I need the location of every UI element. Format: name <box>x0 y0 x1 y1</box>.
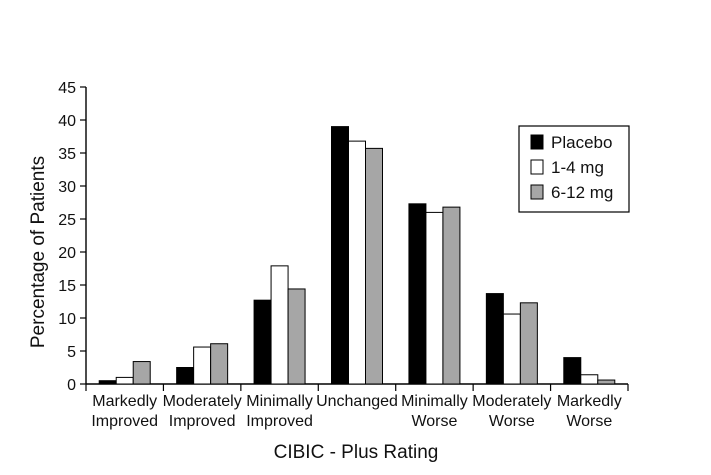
bar-1-4-mg-1 <box>193 346 212 385</box>
bar-6-12-mg-1 <box>210 343 229 385</box>
bar-6-12-mg-2 <box>287 288 306 385</box>
bar-1-4-mg-0 <box>115 376 134 385</box>
bar-1-4-mg-4 <box>425 211 444 385</box>
legend-swatch <box>530 159 544 175</box>
legend-swatch <box>530 184 544 200</box>
bar-placebo-3 <box>331 126 349 385</box>
x-category-label: Worse <box>411 413 457 430</box>
y-tick-label: 45 <box>58 80 76 97</box>
bar-6-12-mg-6 <box>597 379 616 385</box>
bar-placebo-0 <box>98 380 117 385</box>
bar-1-4-mg-2 <box>270 265 289 385</box>
bar-1-4-mg-3 <box>348 140 366 385</box>
y-tick-label: 15 <box>58 278 76 295</box>
y-tick-label: 5 <box>67 344 76 361</box>
x-category-label: Worse <box>566 413 612 430</box>
x-category-label: Moderately <box>163 393 242 410</box>
y-axis-title: Percentage of Patients <box>28 156 49 348</box>
y-tick-label: 30 <box>58 179 76 196</box>
y-tick-label: 0 <box>67 377 76 394</box>
x-category-label: Unchanged <box>316 393 398 410</box>
legend-label: 6-12 mg <box>551 183 613 202</box>
bar-1-4-mg-5 <box>502 313 521 385</box>
x-category-label: Minimally <box>246 393 313 410</box>
legend-label: Placebo <box>551 133 612 152</box>
bar-placebo-6 <box>563 357 582 385</box>
y-tick-label: 20 <box>58 245 76 262</box>
legend-swatch <box>530 134 544 150</box>
x-axis-title: CIBIC - Plus Rating <box>274 442 439 463</box>
bar-placebo-1 <box>176 367 195 385</box>
bar-6-12-mg-3 <box>365 147 383 385</box>
bar-1-4-mg-6 <box>580 374 599 385</box>
category-labels: MarkedlyImprovedModeratelyImprovedMinima… <box>91 393 621 430</box>
y-tick-label: 25 <box>58 212 76 229</box>
x-category-label: Minimally <box>401 393 468 410</box>
x-category-label: Moderately <box>472 393 551 410</box>
x-category-label: Markedly <box>92 393 157 410</box>
x-category-label: Markedly <box>557 393 622 410</box>
y-axis: 0 5 10 15 20 25 30 35 40 45 <box>58 80 87 394</box>
bar-6-12-mg-5 <box>519 302 538 385</box>
bar-6-12-mg-4 <box>442 206 461 385</box>
y-tick-label: 40 <box>58 113 76 130</box>
y-tick-label: 35 <box>58 146 76 163</box>
x-category-label: Improved <box>169 413 236 430</box>
bar-placebo-4 <box>408 203 427 385</box>
x-category-label: Worse <box>489 413 535 430</box>
y-tick-label: 10 <box>58 311 76 328</box>
x-category-label: Improved <box>91 413 158 430</box>
bars <box>98 126 616 385</box>
bar-placebo-5 <box>485 293 504 385</box>
legend-label: 1-4 mg <box>551 158 604 177</box>
x-axis <box>85 383 629 391</box>
legend: Placebo 1-4 mg 6-12 mg <box>518 125 630 213</box>
bar-placebo-2 <box>253 299 272 385</box>
bar-6-12-mg-0 <box>132 361 151 385</box>
x-category-label: Improved <box>246 413 313 430</box>
